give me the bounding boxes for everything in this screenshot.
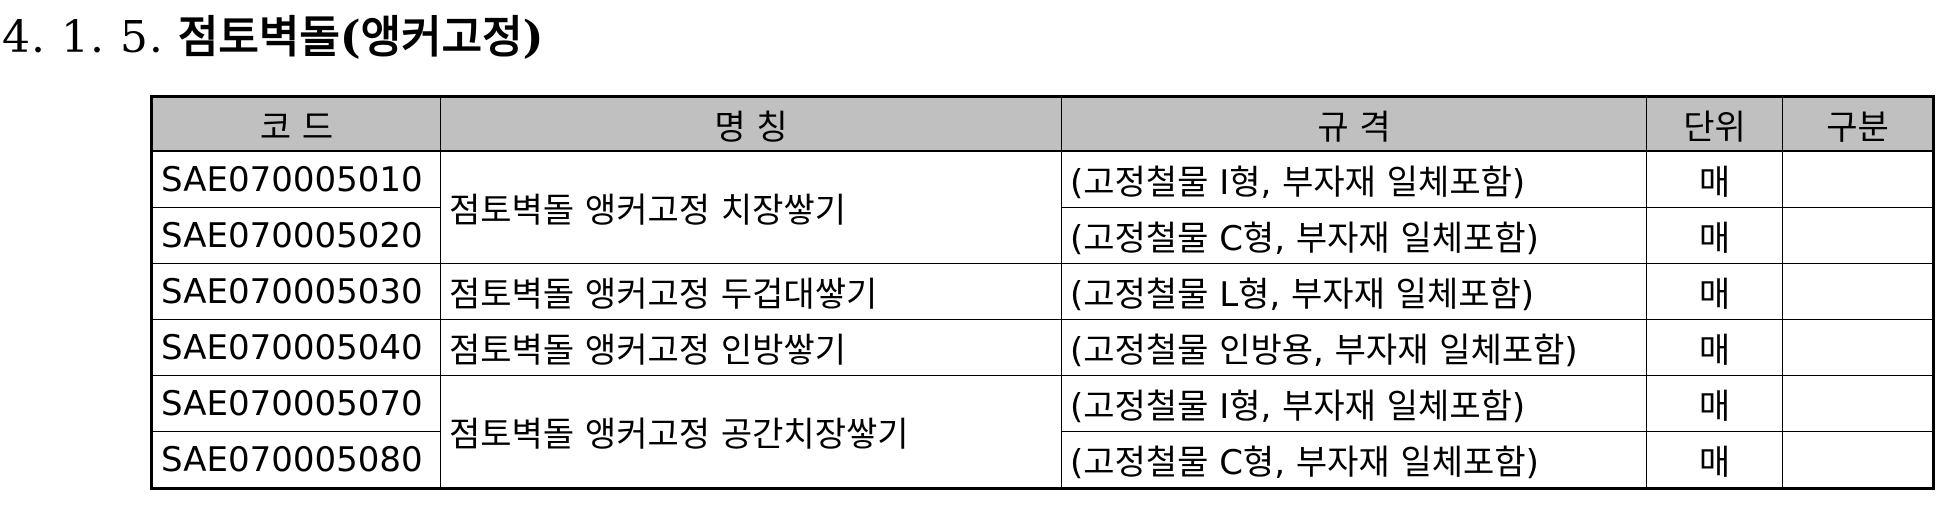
row-spec: (고정철물 I형, 부자재 일체포함) [1061,150,1647,208]
row-spec: (고정철물 C형, 부자재 일체포함) [1061,207,1647,264]
section-heading: 4. 1. 5. 점토벽돌(앵커고정) [2,8,543,68]
header-class: 구분 [1782,96,1934,152]
row-class [1782,319,1934,376]
row-class [1782,431,1934,489]
row-code: SAE070005020 [151,207,441,264]
row-spec: (고정철물 인방용, 부자재 일체포함) [1061,319,1647,376]
row-unit: 매 [1646,375,1783,432]
row-spec: (고정철물 I형, 부자재 일체포함) [1061,375,1647,432]
row-class [1782,207,1934,264]
header-code: 코 드 [151,96,441,152]
table-row: SAE070005070 점토벽돌 앵커고정 공간치장쌓기 (고정철물 I형, … [151,375,1934,489]
row-spec: (고정철물 L형, 부자재 일체포함) [1061,263,1647,320]
table-row: SAE070005030 점토벽돌 앵커고정 두겁대쌓기 (고정철물 L형, 부… [151,263,1934,320]
row-class [1782,150,1934,208]
row-code: SAE070005030 [151,263,441,320]
row-unit: 매 [1646,207,1783,264]
row-unit: 매 [1646,319,1783,376]
row-name: 점토벽돌 앵커고정 인방쌓기 [440,319,1062,376]
header-spec: 규 격 [1061,96,1647,152]
header-name: 명 칭 [440,96,1062,152]
section-title: 점토벽돌(앵커고정) [177,12,544,63]
row-name: 점토벽돌 앵커고정 두겁대쌓기 [440,263,1062,320]
spec-table: 코 드 명 칭 규 격 단위 구분 SAE070005010 점토벽돌 앵커고정… [150,95,1935,490]
header-unit: 단위 [1646,96,1783,152]
row-name: 점토벽돌 앵커고정 치장쌓기 [440,150,1062,264]
table-row: SAE070005040 점토벽돌 앵커고정 인방쌓기 (고정철물 인방용, 부… [151,319,1934,376]
row-unit: 매 [1646,263,1783,320]
row-unit: 매 [1646,150,1783,208]
row-unit: 매 [1646,431,1783,489]
row-class [1782,375,1934,432]
row-spec: (고정철물 C형, 부자재 일체포함) [1061,431,1647,489]
row-code: SAE070005010 [151,150,441,208]
table-row: SAE070005080 (고정철물 C형, 부자재 일체포함) 매 [151,431,1934,489]
table-row: SAE070005010 점토벽돌 앵커고정 치장쌓기 (고정철물 I형, 부자… [151,150,1934,264]
section-number: 4. 1. 5. [2,12,164,63]
row-name: 점토벽돌 앵커고정 공간치장쌓기 [440,375,1062,489]
row-code: SAE070005080 [151,431,441,489]
row-code: SAE070005040 [151,319,441,376]
row-code: SAE070005070 [151,375,441,432]
table-header-row: 코 드 명 칭 규 격 단위 구분 [151,96,1934,152]
row-class [1782,263,1934,320]
